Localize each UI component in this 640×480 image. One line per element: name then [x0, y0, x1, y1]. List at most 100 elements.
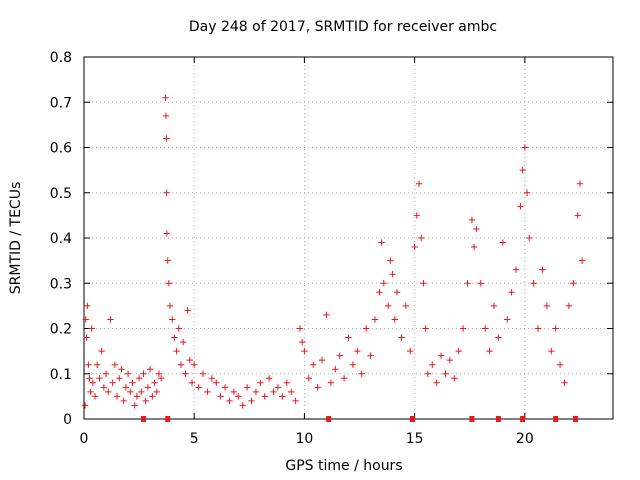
data-point [539, 266, 546, 273]
data-point [235, 393, 242, 400]
data-point [122, 384, 130, 391]
data-point [411, 243, 418, 251]
data-point [283, 379, 290, 386]
data-point [530, 280, 537, 287]
data-point [526, 234, 533, 242]
data-point [91, 393, 99, 400]
data-point [208, 375, 216, 382]
data-point [402, 302, 410, 310]
axis-marker [520, 416, 526, 422]
data-point [257, 379, 264, 386]
data-point [166, 302, 174, 310]
data-point [94, 361, 101, 368]
data-point [336, 352, 343, 359]
data-point [129, 379, 136, 386]
data-point [252, 388, 260, 396]
data-point [173, 347, 180, 355]
data-point [418, 234, 425, 242]
data-point [171, 334, 178, 341]
data-point [521, 144, 529, 151]
data-point [100, 384, 108, 391]
data-point [517, 203, 524, 210]
data-point [163, 189, 170, 196]
data-point [523, 189, 531, 196]
data-point [127, 388, 134, 396]
data-point [157, 375, 165, 382]
data-point [442, 370, 449, 377]
data-point [570, 280, 577, 287]
data-point [195, 384, 202, 391]
data-point [376, 289, 383, 296]
data-point [380, 280, 387, 287]
data-point [153, 388, 160, 396]
data-point [162, 112, 170, 120]
data-point [378, 239, 385, 246]
data-point [162, 94, 169, 101]
data-point [323, 311, 330, 319]
axis-marker [553, 416, 559, 422]
y-tick-label: 0.7 [50, 95, 72, 111]
data-point [105, 388, 112, 396]
data-point [495, 334, 502, 341]
data-point [296, 325, 304, 332]
data-point [118, 366, 125, 373]
data-point [556, 361, 564, 368]
y-tick-label: 0 [63, 412, 72, 428]
data-point [407, 347, 414, 355]
data-point [133, 393, 141, 400]
data-point [177, 361, 185, 368]
data-point [111, 361, 119, 368]
data-point [138, 388, 145, 396]
axis-marker [469, 416, 475, 422]
data-point [543, 302, 551, 310]
data-point [459, 325, 467, 332]
data-point [576, 180, 584, 187]
grid-lines [84, 57, 613, 419]
data-point [89, 379, 97, 386]
data-point [87, 388, 94, 396]
data-point [349, 361, 357, 368]
data-point [274, 384, 282, 391]
data-point [340, 375, 348, 382]
data-point [179, 338, 187, 346]
data-point [261, 393, 268, 400]
data-point [299, 338, 306, 346]
data-point [120, 397, 127, 405]
data-point [420, 280, 427, 287]
chart-title: Day 248 of 2017, SRMTID for receiver amb… [189, 19, 497, 35]
data-point [534, 325, 542, 332]
data-point [486, 347, 493, 355]
data-point [140, 370, 147, 377]
y-tick-label: 0.6 [50, 141, 72, 157]
data-point [508, 289, 515, 296]
data-point [561, 379, 568, 386]
y-tick-label: 0.4 [50, 231, 72, 247]
data-point [393, 289, 401, 296]
data-point [301, 347, 308, 355]
data-point [354, 347, 361, 355]
y-tick-label: 0.8 [50, 50, 72, 66]
data-point [468, 216, 476, 224]
axis-marker [409, 416, 415, 422]
y-tick-label: 0.3 [50, 276, 72, 292]
y-tick-label: 0.2 [50, 322, 72, 338]
data-point [155, 370, 163, 377]
y-tick-label: 0.5 [50, 186, 72, 202]
data-point [84, 302, 91, 310]
axis-marker [326, 416, 332, 422]
data-point [199, 370, 207, 377]
x-tick-label: 20 [516, 431, 534, 447]
data-point [109, 379, 116, 386]
data-point [499, 239, 506, 246]
data-point [230, 388, 238, 396]
data-point [574, 212, 581, 219]
data-points [81, 94, 586, 409]
axis-marker [573, 416, 579, 422]
data-point [107, 316, 114, 323]
axis-marker [165, 416, 171, 422]
y-axis-label: SRMTID / TECUs [8, 182, 24, 295]
data-point [473, 225, 480, 233]
data-point [310, 361, 317, 368]
data-point [265, 375, 273, 382]
